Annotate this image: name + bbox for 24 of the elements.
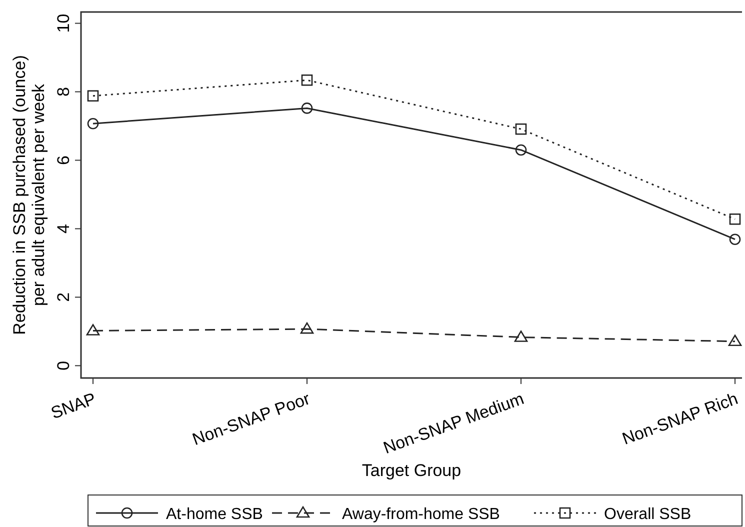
y-tick-label: 10 <box>54 14 73 33</box>
legend-label: Overall SSB <box>604 506 692 523</box>
point <box>87 118 99 130</box>
point <box>728 334 742 346</box>
legend-label: At-home SSB <box>166 506 263 523</box>
point <box>301 74 313 86</box>
y-tick-label: 2 <box>54 292 73 302</box>
y-tick-label: 0 <box>54 360 73 370</box>
point <box>514 330 528 342</box>
point <box>86 324 100 336</box>
x-tick-label: SNAP <box>48 389 98 423</box>
y-tick-label: 8 <box>54 87 73 97</box>
point <box>300 322 314 334</box>
y-tick-label: 6 <box>54 156 73 165</box>
point <box>729 213 741 225</box>
x-axis-title: Target Group <box>362 461 462 480</box>
y-tick-label: 4 <box>54 224 73 234</box>
point <box>729 234 741 245</box>
legend-label: Away-from-home SSB <box>342 506 500 523</box>
point <box>301 102 313 114</box>
point <box>515 123 527 135</box>
point <box>515 144 527 156</box>
y-axis-title: Reduction in SSB purchased (ounce) per adult equivalent per week <box>10 55 48 335</box>
point <box>87 90 99 102</box>
